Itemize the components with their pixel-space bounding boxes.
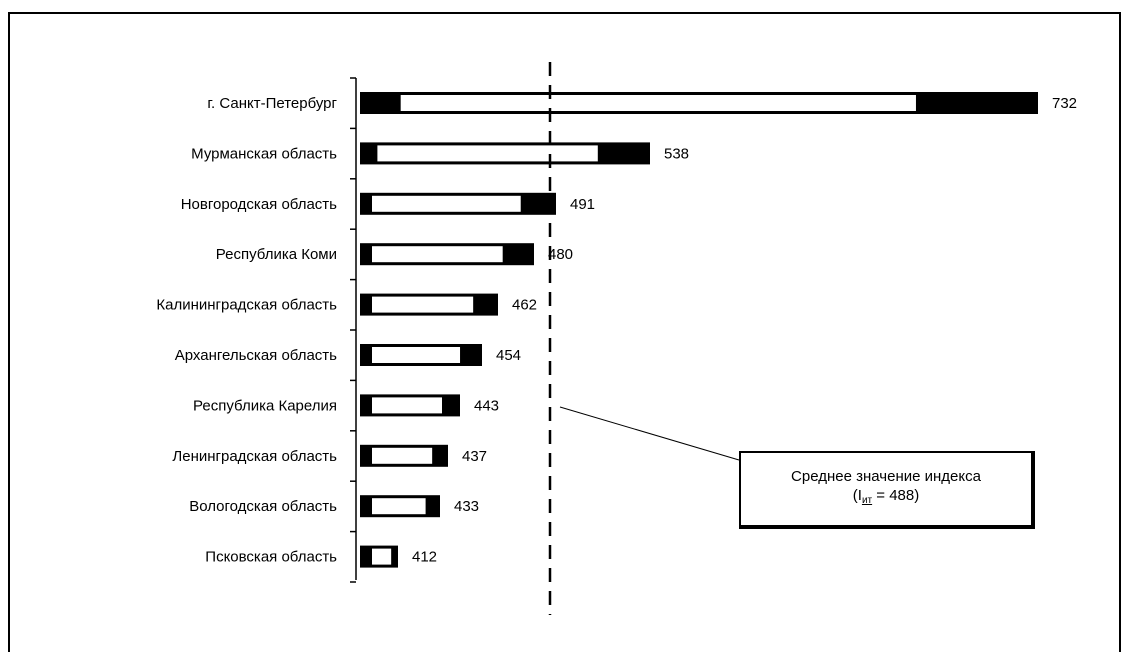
bar-inner-1 [400, 95, 916, 111]
category-label: Мурманская область [191, 145, 337, 162]
bar-inner-8 [372, 447, 433, 464]
mean-annotation-box: Среднее значение индекса (Iит = 488) [739, 451, 1035, 529]
value-label: 732 [1052, 95, 1077, 112]
value-label: 491 [570, 196, 595, 213]
bar-inner-6 [372, 347, 461, 363]
category-label: Республика Карелия [193, 397, 337, 414]
category-label: Ленинградская область [172, 448, 337, 465]
annotation-formula: (Iит = 488) [741, 487, 1031, 506]
bar-inner-10 [372, 548, 392, 565]
value-label: 433 [454, 498, 479, 515]
value-label: 437 [462, 448, 487, 465]
category-label: Калининградская область [156, 297, 337, 314]
bar-inner-9 [372, 498, 426, 515]
value-label: 443 [474, 397, 499, 414]
value-label: 480 [548, 246, 573, 263]
value-label: 538 [664, 145, 689, 162]
bar-inner-5 [372, 296, 474, 313]
category-label: Республика Коми [216, 246, 337, 263]
annotation-title: Среднее значение индекса [791, 468, 981, 485]
annotation-leader-line [559, 406, 740, 461]
bar-inner-3 [372, 195, 521, 212]
category-label: Вологодская область [189, 498, 337, 515]
bar-inner-4 [372, 246, 503, 263]
annotation-prefix: (I [852, 487, 862, 504]
annotation-subscript: ит [861, 495, 873, 506]
category-label: Новгородская область [181, 196, 337, 213]
chart-frame [8, 12, 1121, 652]
category-label: Псковская область [205, 549, 337, 566]
annotation-suffix: = 488) [872, 487, 920, 504]
value-label: 412 [412, 549, 437, 566]
value-label: 454 [496, 347, 521, 364]
category-label: г. Санкт-Петербург [207, 95, 337, 112]
value-label: 462 [512, 297, 537, 314]
category-label: Архангельская область [175, 347, 337, 364]
bar-inner-2 [377, 145, 598, 162]
bar-inner-7 [372, 397, 442, 414]
